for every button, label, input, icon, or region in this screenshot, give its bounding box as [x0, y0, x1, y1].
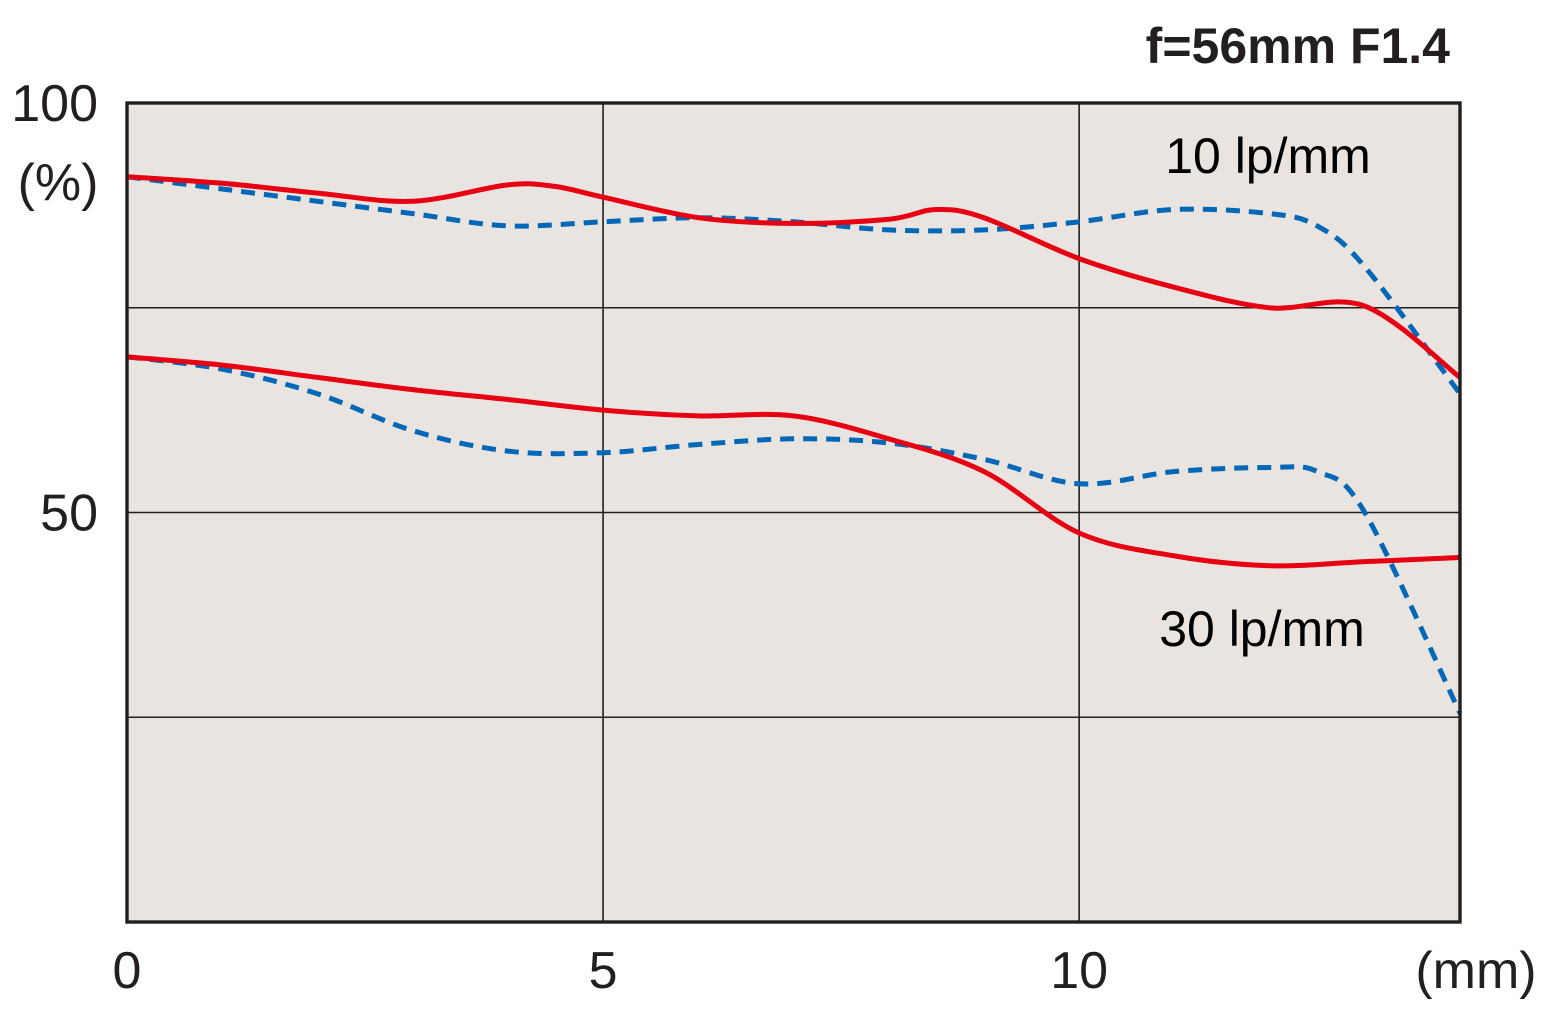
y-tick-label: 50 — [40, 485, 98, 543]
annotation-10lpmm: 10 lp/mm — [1165, 128, 1371, 184]
y-tick-labels: 50 100 — [11, 75, 98, 543]
chart-title: f=56mm F1.4 — [1146, 18, 1451, 74]
annotation-30lpmm: 30 lp/mm — [1159, 601, 1365, 657]
x-tick-label: 5 — [589, 942, 618, 1000]
x-tick-label: 0 — [113, 942, 142, 1000]
y-tick-label: 100 — [11, 75, 98, 133]
grid-lines — [127, 103, 1460, 922]
series-line-10lpmm-dashed — [126, 174, 1462, 396]
series-line-10lpmm-solid — [126, 174, 1462, 380]
series-lines — [126, 174, 1463, 715]
series-line-30lpmm-dashed — [126, 354, 1463, 715]
x-tick-label: 10 — [1050, 942, 1108, 1000]
y-axis-label: (%) — [18, 154, 99, 212]
series-line-30lpmm-solid — [126, 354, 1461, 569]
x-axis-label: (mm) — [1415, 942, 1536, 1000]
x-tick-labels: 0 5 10 — [113, 942, 1109, 1000]
plot-frame — [125, 101, 1462, 924]
